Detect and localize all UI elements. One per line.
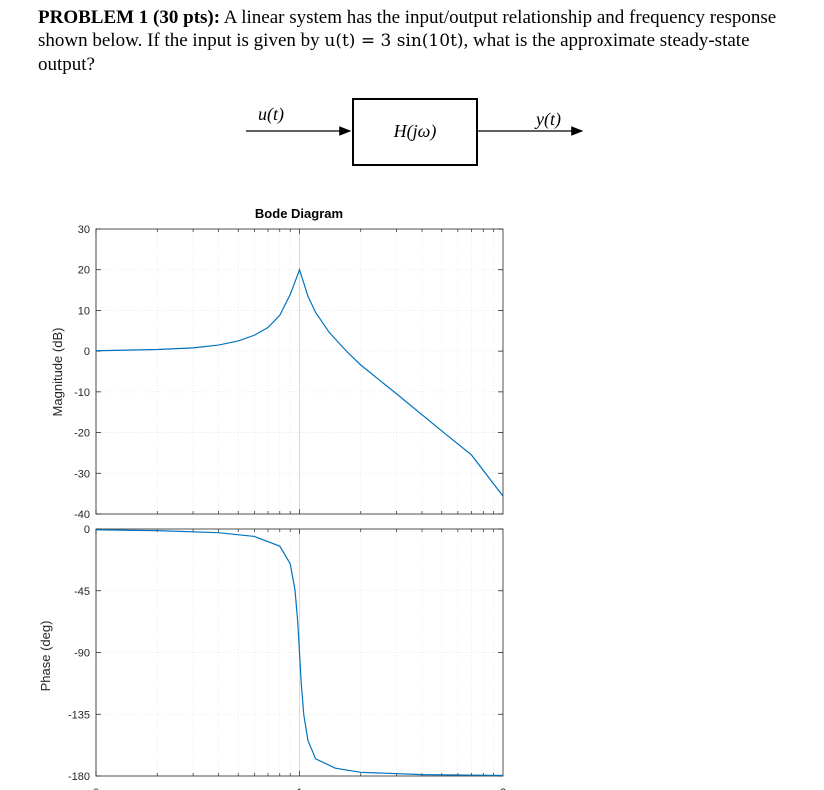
frequency-ticks: 0 1 2 bbox=[93, 787, 506, 790]
magnitude-ticks: 30 20 10 0 -10 -20 -30 -40 bbox=[74, 224, 503, 521]
frequency-tick-label: 2 bbox=[500, 787, 506, 790]
input-signal-label: u(t) bbox=[258, 104, 284, 125]
magnitude-series-line bbox=[95, 267, 504, 497]
phase-y-tick-label: 0 bbox=[84, 524, 90, 536]
phase-y-tick-label: -45 bbox=[74, 586, 90, 598]
magnitude-y-tick-label: -40 bbox=[74, 509, 90, 521]
magnitude-y-tick-label: 0 bbox=[84, 346, 90, 358]
magnitude-y-tick-label: -30 bbox=[74, 468, 90, 480]
phase-y-tick-label: -180 bbox=[68, 771, 90, 783]
magnitude-y-tick-label: -20 bbox=[74, 428, 90, 440]
phase-ticks: 0 -45 -90 -135 -180 bbox=[68, 524, 503, 783]
magnitude-y-tick-label: 20 bbox=[78, 265, 90, 277]
system-label: H(jω) bbox=[393, 121, 437, 142]
magnitude-y-tick-label: 10 bbox=[78, 305, 90, 317]
bode-title: Bode Diagram bbox=[255, 206, 343, 221]
frequency-tick-label: 1 bbox=[296, 787, 302, 790]
phase-axis-label: Phase (deg) bbox=[38, 621, 53, 692]
problem-statement: PROBLEM 1 (30 pts): A linear system has … bbox=[38, 6, 810, 76]
magnitude-y-tick-label: -10 bbox=[74, 387, 90, 399]
frequency-tick-label: 0 bbox=[93, 787, 99, 790]
block-diagram: u(t) H(jω) y(t) bbox=[246, 98, 584, 166]
magnitude-grid bbox=[95, 228, 503, 515]
problem-text-2: , what is the approximate steady-state o… bbox=[38, 30, 750, 75]
magnitude-axis-label: Magnitude (dB) bbox=[50, 328, 65, 417]
system-block bbox=[352, 98, 478, 166]
magnitude-y-tick-label: 30 bbox=[78, 224, 90, 236]
problem-text-1: A linear system has the input/output rel… bbox=[38, 7, 777, 51]
phase-y-tick-label: -135 bbox=[68, 709, 90, 721]
output-signal-label: y(t) bbox=[534, 109, 561, 130]
problem-heading: PROBLEM 1 (30 pts): bbox=[38, 7, 221, 28]
phase-series-line bbox=[95, 529, 504, 777]
phase-y-tick-label: -90 bbox=[74, 648, 90, 660]
input-expression: u(t) = 3 sin(10t) bbox=[324, 31, 464, 51]
